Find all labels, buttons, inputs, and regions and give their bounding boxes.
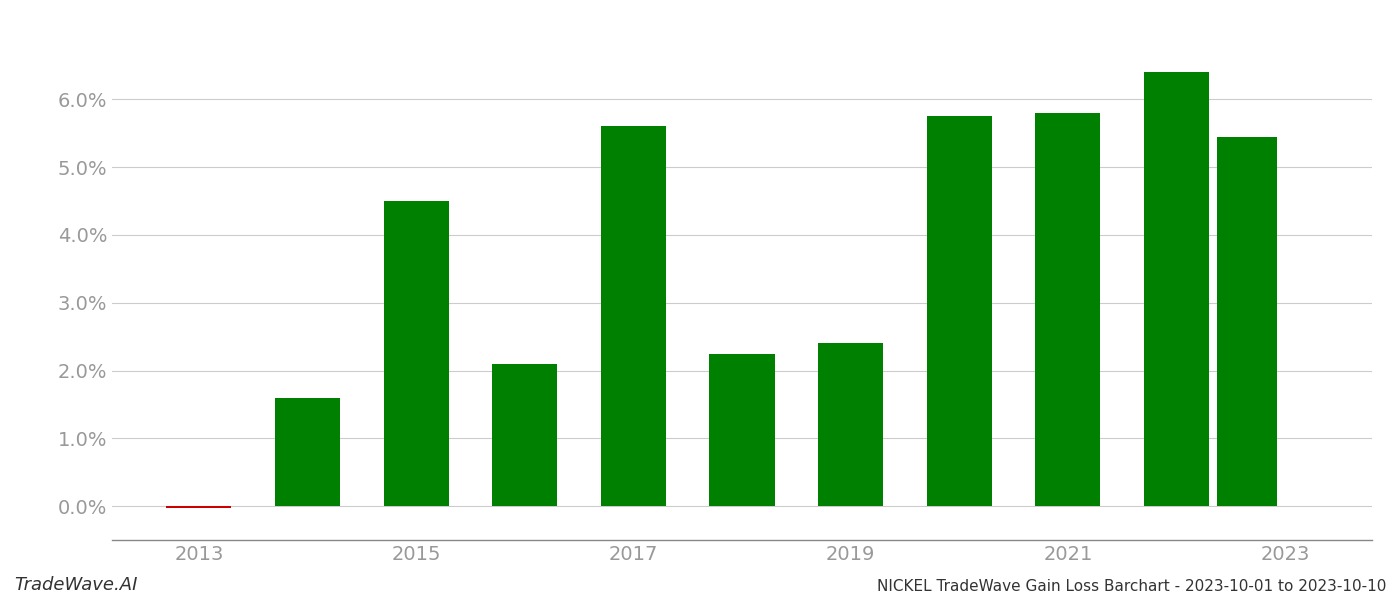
Text: TradeWave.AI: TradeWave.AI bbox=[14, 576, 137, 594]
Bar bbox=[1217, 137, 1277, 506]
Bar bbox=[1035, 113, 1100, 506]
Bar bbox=[601, 127, 666, 506]
Bar bbox=[927, 116, 991, 506]
Bar bbox=[818, 343, 883, 506]
Bar bbox=[274, 398, 340, 506]
Bar bbox=[710, 353, 774, 506]
Bar bbox=[493, 364, 557, 506]
Text: NICKEL TradeWave Gain Loss Barchart - 2023-10-01 to 2023-10-10: NICKEL TradeWave Gain Loss Barchart - 20… bbox=[876, 579, 1386, 594]
Bar bbox=[1144, 72, 1210, 506]
Bar bbox=[384, 201, 449, 506]
Bar bbox=[167, 506, 231, 508]
